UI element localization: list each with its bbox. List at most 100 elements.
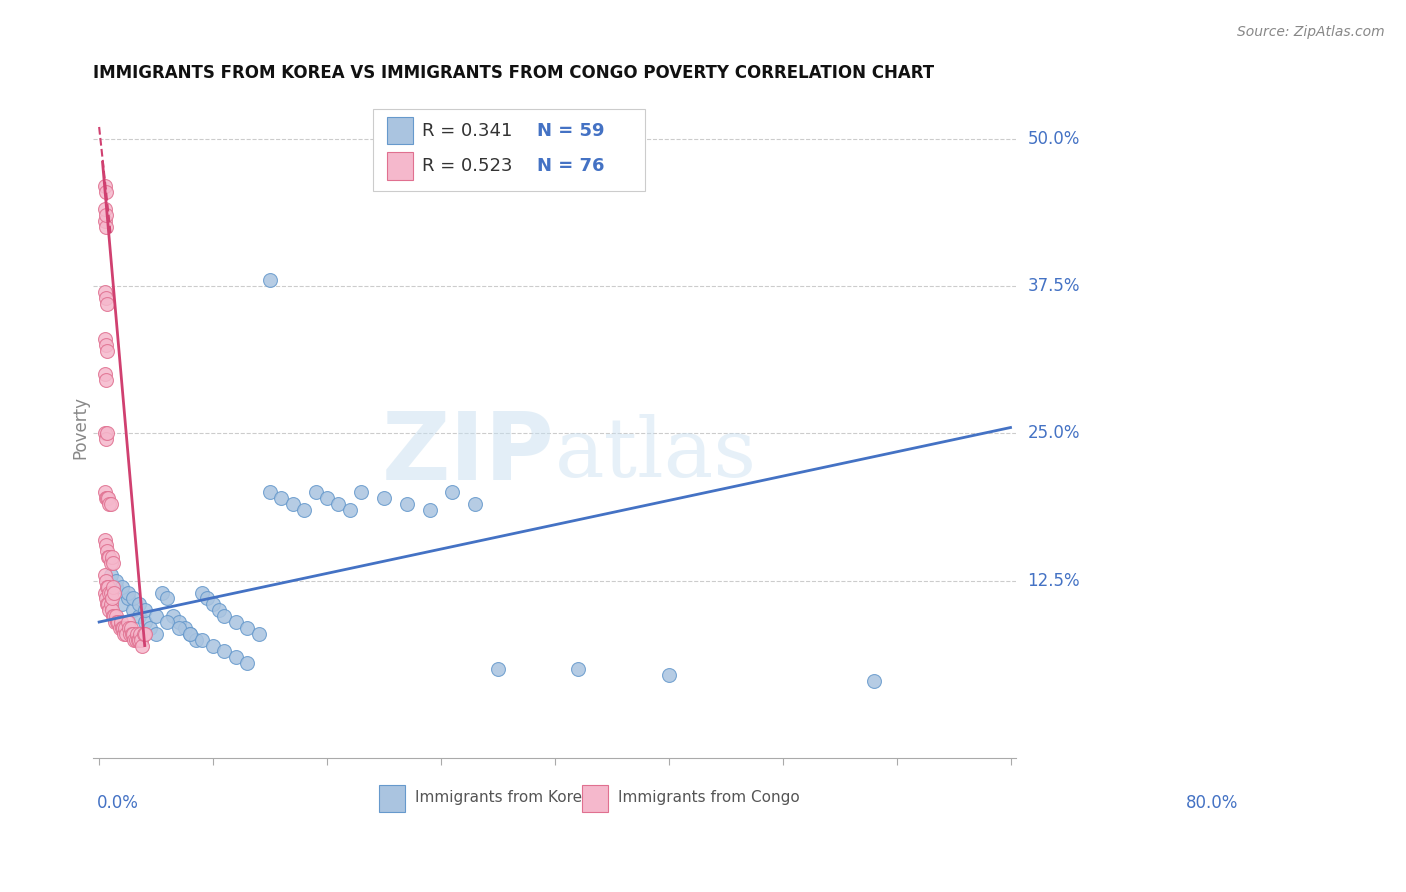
Point xyxy=(111,621,134,635)
Point xyxy=(339,503,361,517)
Point xyxy=(316,491,339,506)
Point xyxy=(94,338,117,352)
Point xyxy=(94,426,117,441)
Point xyxy=(94,538,117,552)
Point xyxy=(101,556,124,570)
Point xyxy=(105,609,128,624)
Point xyxy=(96,580,118,594)
Point xyxy=(94,433,117,447)
Point xyxy=(281,497,304,511)
Point xyxy=(247,627,270,641)
Point xyxy=(214,609,236,624)
Point xyxy=(179,627,201,641)
Point xyxy=(103,609,125,624)
Point xyxy=(202,639,225,653)
Text: atlas: atlas xyxy=(555,414,756,494)
Point xyxy=(134,615,156,629)
Text: IMMIGRANTS FROM KOREA VS IMMIGRANTS FROM CONGO POVERTY CORRELATION CHART: IMMIGRANTS FROM KOREA VS IMMIGRANTS FROM… xyxy=(93,64,935,82)
Point xyxy=(131,639,153,653)
Point xyxy=(105,574,128,588)
Text: 80.0%: 80.0% xyxy=(1187,794,1239,812)
Point xyxy=(96,491,118,506)
FancyBboxPatch shape xyxy=(373,109,645,191)
Point xyxy=(156,591,179,606)
Point xyxy=(94,332,117,346)
Point xyxy=(100,497,122,511)
FancyBboxPatch shape xyxy=(380,785,405,813)
Point xyxy=(236,657,259,671)
Point xyxy=(94,220,117,235)
Point xyxy=(94,591,117,606)
Point xyxy=(98,585,121,599)
Point xyxy=(100,556,122,570)
Point xyxy=(97,550,120,565)
Point xyxy=(104,615,127,629)
Point xyxy=(94,585,117,599)
Point xyxy=(125,627,148,641)
Point xyxy=(122,591,145,606)
Point xyxy=(122,603,145,617)
Point xyxy=(658,668,681,682)
Point xyxy=(259,273,281,287)
Point xyxy=(94,533,117,547)
Point xyxy=(94,567,117,582)
Point xyxy=(96,544,118,558)
Point xyxy=(190,632,212,647)
Point xyxy=(259,485,281,500)
Point xyxy=(162,609,184,624)
Point xyxy=(121,627,143,641)
Point xyxy=(129,632,152,647)
Point xyxy=(94,178,117,193)
Point xyxy=(202,597,225,611)
Text: Source: ZipAtlas.com: Source: ZipAtlas.com xyxy=(1237,25,1385,39)
Point xyxy=(97,580,120,594)
Point xyxy=(105,580,128,594)
Text: R = 0.341: R = 0.341 xyxy=(422,121,512,139)
Point xyxy=(117,615,139,629)
Point xyxy=(114,621,136,635)
Point xyxy=(328,497,350,511)
Point xyxy=(100,585,122,599)
Point xyxy=(107,615,129,629)
Point xyxy=(98,603,121,617)
Point xyxy=(100,567,122,582)
Point xyxy=(98,497,121,511)
Point xyxy=(184,632,207,647)
Point xyxy=(94,208,117,222)
Point xyxy=(127,632,149,647)
Point xyxy=(96,297,118,311)
Point xyxy=(128,597,150,611)
Text: 37.5%: 37.5% xyxy=(1028,277,1080,295)
FancyBboxPatch shape xyxy=(582,785,609,813)
Point xyxy=(94,214,117,228)
Point xyxy=(111,580,134,594)
Point xyxy=(110,615,132,629)
Point xyxy=(100,550,122,565)
Point xyxy=(94,574,117,588)
Point xyxy=(132,627,155,641)
Point xyxy=(94,285,117,299)
Point xyxy=(97,597,120,611)
Text: Immigrants from Congo: Immigrants from Congo xyxy=(617,789,800,805)
Point xyxy=(441,485,464,500)
Point xyxy=(101,580,124,594)
Point xyxy=(134,603,156,617)
Point xyxy=(150,585,173,599)
Point xyxy=(179,627,201,641)
Point xyxy=(98,550,121,565)
Point xyxy=(225,615,247,629)
Point xyxy=(139,621,162,635)
Point xyxy=(100,603,122,617)
Point xyxy=(270,491,292,506)
Point xyxy=(195,591,218,606)
Point xyxy=(101,609,124,624)
Point xyxy=(292,503,315,517)
Point xyxy=(112,627,135,641)
Point xyxy=(122,627,145,641)
Point xyxy=(145,627,167,641)
Point xyxy=(94,202,117,217)
Point xyxy=(100,585,122,599)
Point xyxy=(486,662,509,676)
Point xyxy=(115,627,138,641)
Point xyxy=(208,603,231,617)
